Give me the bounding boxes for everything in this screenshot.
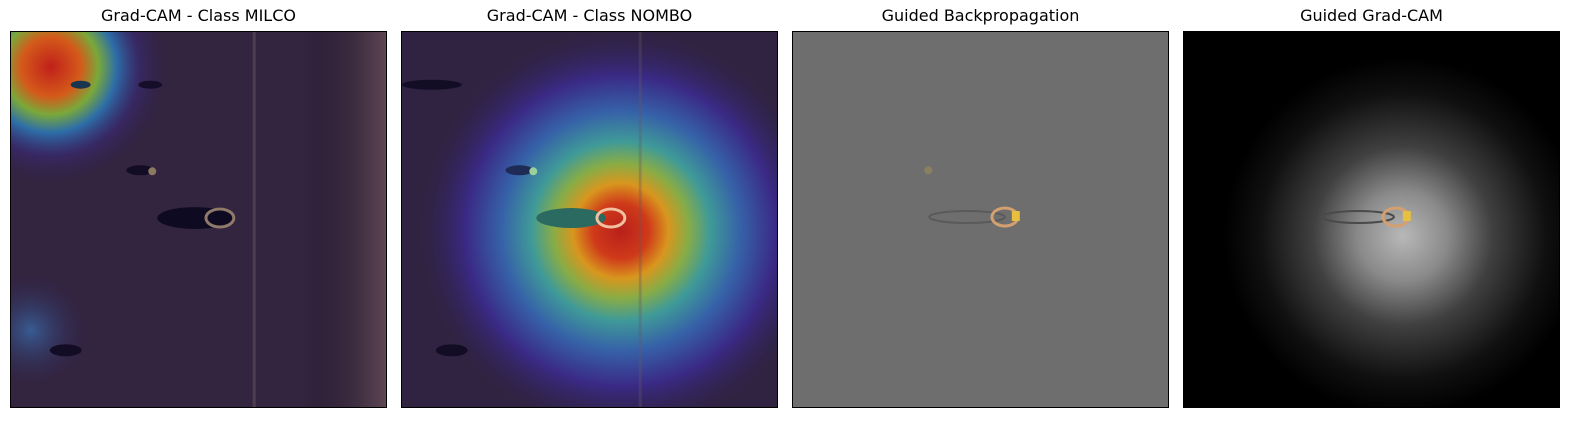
panel-title: Grad-CAM - Class MILCO: [101, 6, 296, 25]
panel-title: Guided Grad-CAM: [1300, 6, 1443, 25]
panel-gradcam-nombo: Grad-CAM - Class NOMBO: [401, 0, 778, 423]
gradcam-nombo-image: [401, 31, 778, 408]
guided-backprop-image: [792, 31, 1169, 408]
panel-title: Guided Backpropagation: [881, 6, 1080, 25]
guided-gradcam-map: [1184, 32, 1559, 407]
gradcam-nombo-heatmap: [402, 32, 777, 407]
guided-backprop-map: [793, 32, 1168, 407]
gradcam-milco-heatmap: [11, 32, 386, 407]
guided-gradcam-image: [1183, 31, 1560, 408]
panel-gradcam-milco: Grad-CAM - Class MILCO: [10, 0, 387, 423]
panel-guided-backprop: Guided Backpropagation: [792, 0, 1169, 423]
panel-title: Grad-CAM - Class NOMBO: [486, 6, 693, 25]
panel-guided-gradcam: Guided Grad-CAM: [1183, 0, 1560, 423]
gradcam-milco-image: [10, 31, 387, 408]
